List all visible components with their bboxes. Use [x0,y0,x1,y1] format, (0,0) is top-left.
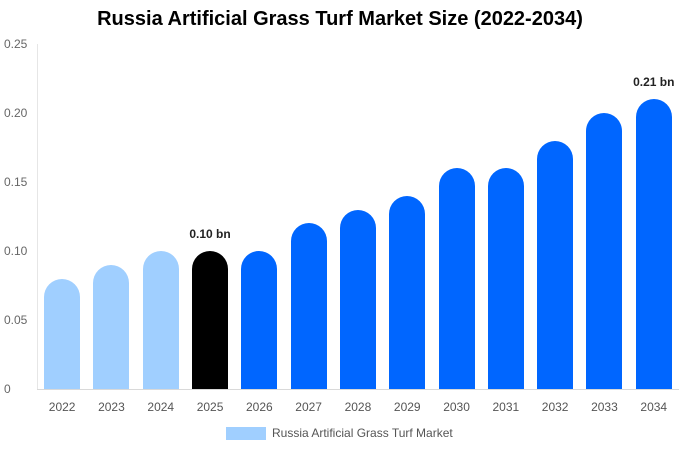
x-tick-label: 2026 [245,400,273,414]
bar-2026[interactable] [241,251,278,389]
x-tick-label: 2022 [48,400,76,414]
plot-area [38,44,679,389]
bar-2022[interactable] [44,278,81,389]
x-tick-label: 2032 [541,400,569,414]
x-tick-label: 2025 [196,400,224,414]
bar-2034[interactable] [635,99,672,389]
x-tick-label: 2031 [492,400,520,414]
x-tick-label: 2033 [591,400,618,414]
x-tick-label: 2023 [98,400,125,414]
x-tick-label: 2030 [443,400,470,414]
bar-2030[interactable] [438,168,475,389]
y-tick-label: 0.15 [4,175,28,189]
bar-2023[interactable] [93,264,130,389]
y-tick-label: 0.25 [4,37,28,51]
x-axis-line [37,389,679,390]
legend-swatch [226,426,266,440]
bar-2025[interactable] [192,251,229,389]
y-axis-line [37,44,38,390]
x-tick-label: 2029 [393,400,421,414]
bar-2033[interactable] [586,113,623,389]
legend[interactable]: Russia Artificial Grass Turf Market [226,426,453,440]
legend-label: Russia Artificial Grass Turf Market [272,426,453,440]
x-tick-label: 2027 [295,400,322,414]
data-label-2034: 0.21 bn [633,75,675,90]
data-label-2025: 0.10 bn [189,227,231,241]
y-tick-label: 0.05 [4,313,28,327]
chart-title: Russia Artificial Grass Turf Market Size… [97,8,583,30]
x-tick-label: 2034 [640,400,668,414]
y-tick-label: 0 [4,382,11,396]
bar-2032[interactable] [537,140,574,389]
x-tick-label: 2028 [344,400,372,414]
bar-2031[interactable] [487,168,524,389]
bar-2029[interactable] [389,195,426,389]
bar-2024[interactable] [142,251,179,389]
x-tick-label: 2024 [147,400,175,414]
y-tick-label: 0.10 [4,244,28,258]
bar-2028[interactable] [339,209,376,389]
y-tick-label: 0.20 [4,106,28,120]
bar-2027[interactable] [290,223,327,389]
